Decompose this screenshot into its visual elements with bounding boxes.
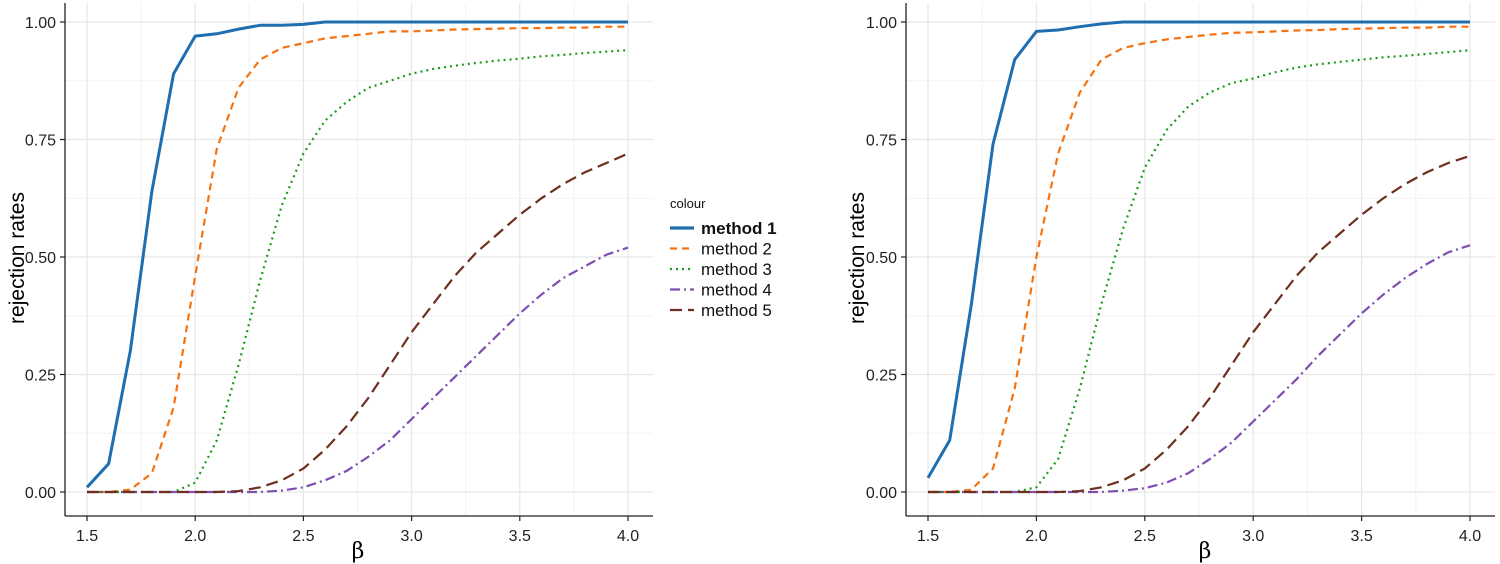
right-x-tick-label: 4.0 bbox=[1459, 528, 1481, 545]
left-x-tick-label: 2.5 bbox=[292, 528, 314, 545]
right-y-tick-label: 0.00 bbox=[866, 485, 897, 502]
left-series-line-5 bbox=[87, 152, 629, 494]
left-x-tick-label: 1.5 bbox=[76, 528, 98, 545]
legend-title: colour bbox=[670, 196, 706, 211]
legend-label-2: method 2 bbox=[701, 240, 772, 259]
left-y-tick-label: 0.00 bbox=[25, 485, 56, 502]
right-series-line-1 bbox=[926, 20, 1470, 479]
left-series bbox=[85, 20, 629, 494]
left-panel: 0.00 0.25 0.50 0.75 1.00 1.5 2.0 2.5 3.0 3.5 4.0 r… bbox=[6, 3, 653, 564]
right-series-line-4 bbox=[928, 244, 1471, 494]
right-grid bbox=[906, 3, 1495, 516]
left-x-tick-label: 4.0 bbox=[617, 528, 639, 545]
right-x-tick-label: 3.0 bbox=[1242, 528, 1264, 545]
legend-label-4: method 4 bbox=[701, 281, 772, 300]
right-x-axis-title: β bbox=[1199, 539, 1212, 564]
left-y-tick-label: 1.00 bbox=[25, 15, 56, 32]
right-y-tick-label: 0.25 bbox=[866, 368, 897, 385]
left-series-line-4 bbox=[87, 246, 629, 494]
legend-label-3: method 3 bbox=[701, 260, 772, 279]
right-series bbox=[926, 20, 1471, 494]
left-y-tick-label: 0.75 bbox=[25, 133, 56, 150]
left-x-tick-label: 3.0 bbox=[400, 528, 422, 545]
right-series-line-5 bbox=[928, 154, 1471, 494]
right-axes: 0.00 0.25 0.50 0.75 1.00 1.5 2.0 2.5 3.0 3.5 4.0 bbox=[866, 3, 1495, 545]
left-series-line-3 bbox=[87, 49, 629, 494]
right-x-tick-label: 1.5 bbox=[917, 528, 939, 545]
legend-label-1: method 1 bbox=[701, 219, 777, 238]
left-y-tick-label: 0.50 bbox=[25, 250, 56, 267]
right-y-axis-title: rejection rates bbox=[846, 192, 869, 324]
right-x-tick-label: 3.5 bbox=[1350, 528, 1372, 545]
left-y-tick-label: 0.25 bbox=[25, 368, 56, 385]
right-y-tick-label: 1.00 bbox=[866, 15, 897, 32]
left-x-tick-label: 3.5 bbox=[509, 528, 531, 545]
right-x-tick-label: 2.5 bbox=[1134, 528, 1156, 545]
right-series-line-2 bbox=[928, 25, 1470, 494]
left-x-tick-label: 2.0 bbox=[184, 528, 206, 545]
left-x-axis-title: β bbox=[352, 539, 365, 564]
left-series-line-2 bbox=[87, 25, 628, 494]
left-axes: 0.00 0.25 0.50 0.75 1.00 1.5 2.0 2.5 3.0 3.5 4.0 bbox=[25, 3, 653, 545]
left-grid bbox=[65, 3, 653, 516]
left-series-line-1 bbox=[85, 20, 628, 489]
left-y-axis-title: rejection rates bbox=[6, 192, 29, 324]
right-y-tick-label: 0.75 bbox=[866, 133, 897, 150]
right-y-tick-label: 0.50 bbox=[866, 250, 897, 267]
right-panel: 0.00 0.25 0.50 0.75 1.00 1.5 2.0 2.5 3.0 3.5 4.0 r… bbox=[846, 3, 1495, 564]
right-x-tick-label: 2.0 bbox=[1025, 528, 1047, 545]
legend-label-5: method 5 bbox=[701, 301, 772, 320]
